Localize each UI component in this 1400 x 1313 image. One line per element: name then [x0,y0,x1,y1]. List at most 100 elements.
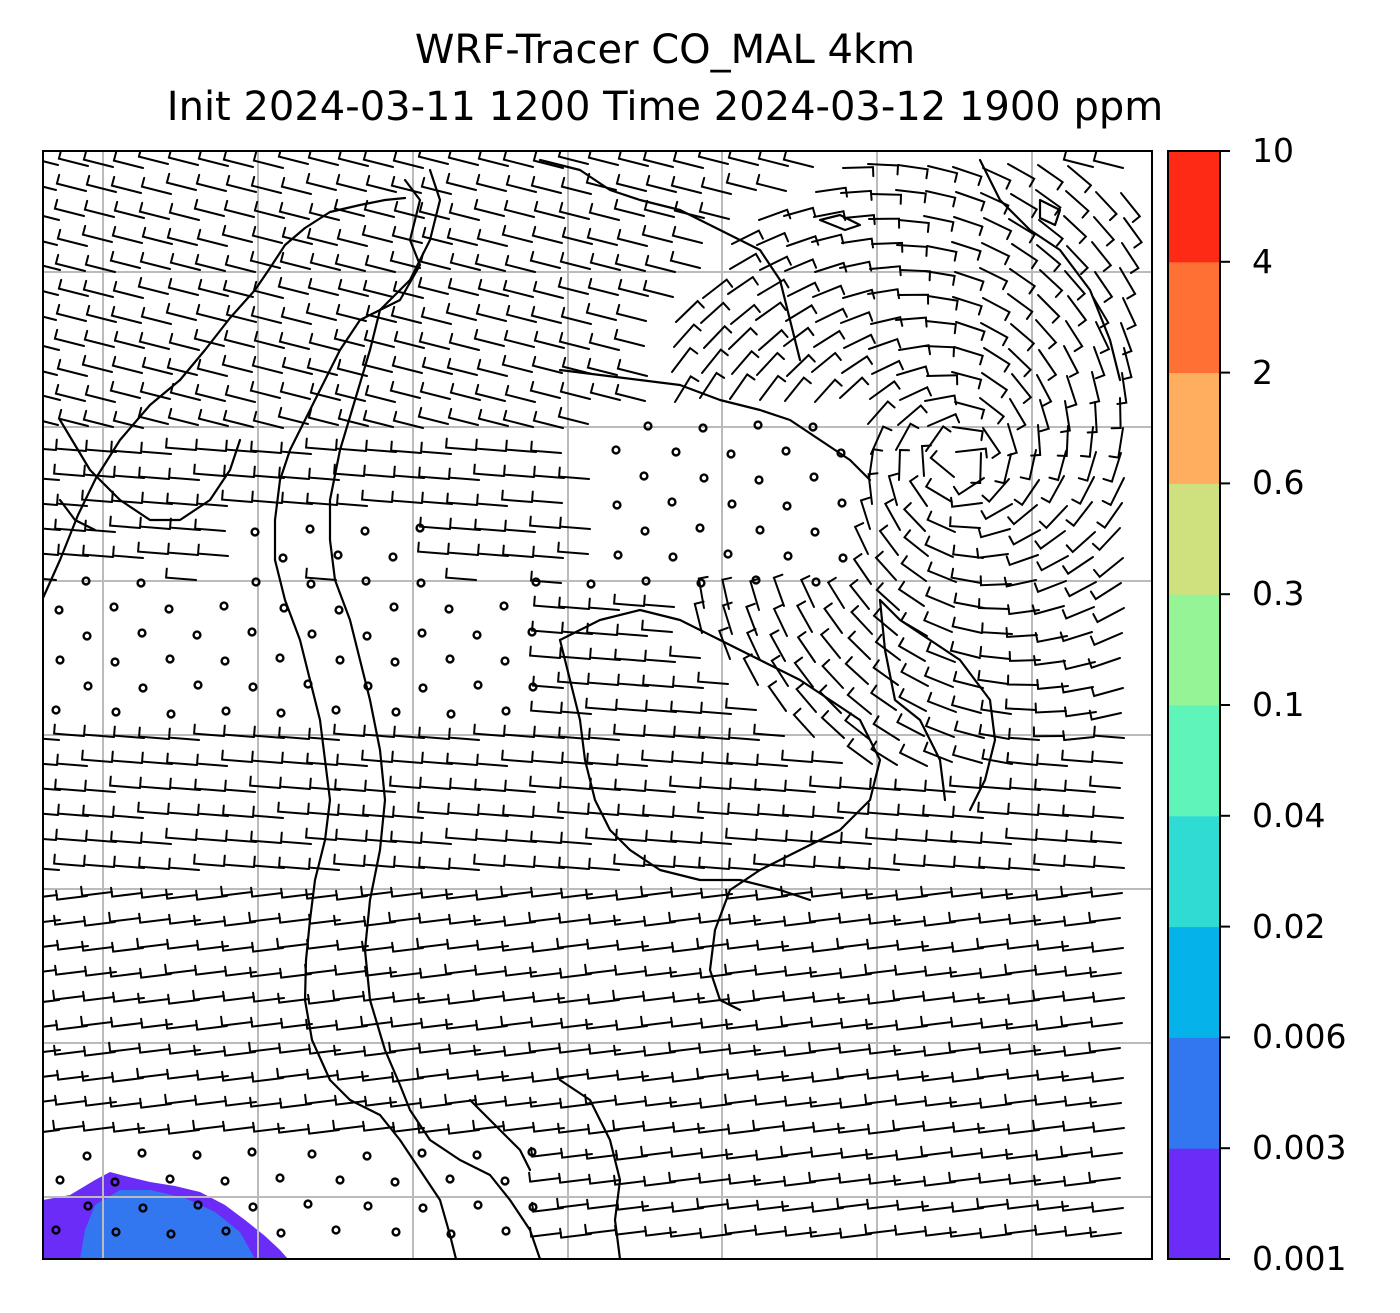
wind-barb [477,278,509,297]
wind-barb [787,281,820,297]
wind-barb [1089,632,1123,647]
wind-barb [43,214,60,221]
wind-barb [950,1016,983,1028]
wind-barb [475,889,508,901]
wind-barb [193,463,225,477]
calm-marker [305,524,315,534]
wind-barb [222,279,254,298]
wind-barb [900,662,929,687]
wind-barb [922,741,953,763]
wind-barb [669,1226,702,1238]
wind-barb [727,1123,760,1135]
wind-barb [755,828,787,842]
calm-marker [668,552,678,562]
wind-barb [1031,604,1065,616]
wind-barb [893,853,925,867]
map-title-line2: Init 2024-03-11 1200 Time 2024-03-12 190… [166,84,1164,130]
wind-barb [1009,268,1037,295]
wind-barb [308,332,340,351]
wind-barb [195,303,227,322]
wind-barb [842,166,875,178]
wind-barb [808,1171,841,1183]
wind-barb [1036,1069,1069,1081]
wind-barb [417,406,449,425]
calm-marker [837,498,847,508]
wind-barb [505,174,537,193]
calm-marker [137,628,147,638]
wind-barb [530,175,562,194]
wind-barb [281,356,313,375]
wind-barb [838,856,870,870]
wind-barb [977,992,1010,1004]
calm-marker [81,576,91,586]
wind-barb [251,941,284,953]
wind-barb [419,967,452,979]
wind-barb [137,992,170,1004]
calm-marker [307,1149,317,1159]
wind-barb [448,467,480,481]
wind-barb [950,830,982,844]
wind-barb [799,575,815,608]
wind-barb [727,802,759,816]
calm-marker [363,681,373,691]
wind-barb [644,649,676,663]
calm-marker [164,604,174,614]
wind-barb [56,358,88,377]
wind-barb [560,176,592,195]
wind-barb [278,331,310,350]
wind-barb [896,939,929,951]
colorbar-tick-label: 0.6 [1252,463,1305,503]
wind-barb [140,306,172,325]
wind-barb [361,749,393,763]
wind-barb [1095,321,1111,354]
wind-barb [360,885,393,897]
wind-barb [644,965,677,977]
wind-barb [1087,657,1121,669]
wind-barb [222,804,254,818]
wind-barb [1008,913,1041,925]
colorbar-segment [1168,594,1220,706]
wind-barb [867,472,879,505]
wind-barb [140,176,172,195]
wind-barb [614,648,646,662]
colorbar-segment [1168,483,1220,595]
wind-barb [533,200,565,219]
wind-barb [557,406,589,425]
wind-barb [475,173,507,192]
wind-barb [222,151,254,168]
wind-barb [112,151,144,169]
wind-barb [391,490,423,504]
wind-barb [920,885,953,897]
wind-barb [922,611,953,633]
calm-marker [639,471,649,481]
wind-barb [815,307,848,323]
wind-barb [697,801,729,815]
wind-barb [588,727,620,741]
wind-barb [500,885,533,897]
wind-barb [1092,1121,1125,1133]
wind-barb [279,967,312,979]
wind-barb [809,966,842,978]
wind-barb [417,1122,450,1134]
wind-barb [897,637,926,662]
wind-barb [252,991,285,1003]
wind-barb [868,337,902,350]
calm-marker [391,707,401,717]
wind-barb [724,963,757,975]
wind-barb [869,684,897,711]
wind-barb [826,576,845,609]
wind-barb [111,225,143,244]
wind-barb [755,1149,788,1161]
wind-barb [222,409,254,428]
wind-barb [1009,398,1027,431]
wind-barb [866,1068,899,1080]
wind-barb [420,1017,453,1029]
calm-marker [55,655,65,665]
wind-barb [168,202,200,221]
wind-barb [1064,965,1097,977]
wind-barb [979,1097,1012,1109]
calm-marker [416,578,426,588]
calm-marker [192,1150,202,1160]
wind-barb [169,382,201,401]
wind-barb [363,854,395,868]
